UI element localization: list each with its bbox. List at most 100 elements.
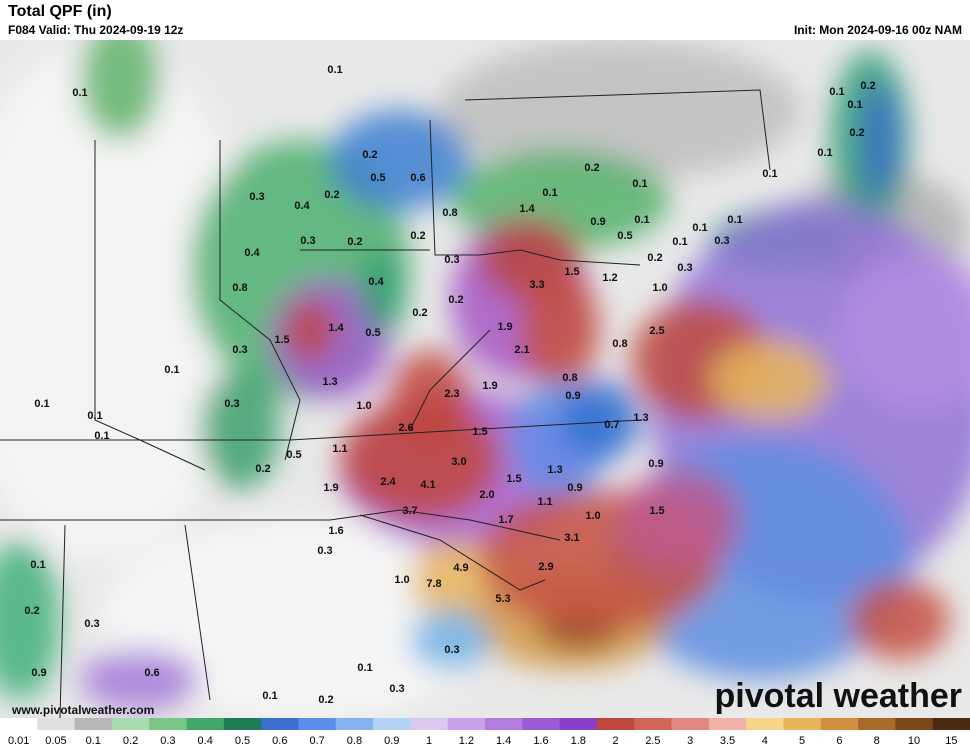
precip-area [860,80,900,200]
precip-label: 0.4 [368,276,384,288]
precip-label: 1.5 [274,334,289,346]
colorbar-swatch [634,718,673,730]
precip-area [0,40,250,560]
precip-label: 3.3 [529,279,544,291]
precip-label: 0.4 [294,200,310,212]
precip-label: 0.1 [164,364,179,376]
url: www.pivotalweather.com [11,703,154,717]
colorbar-swatch [373,718,411,730]
precip-label: 0.3 [317,545,332,557]
precip-label: 1.4 [519,203,535,215]
precip-label: 0.6 [410,172,425,184]
colorbar-swatch [485,718,523,730]
colorbar-label: 4 [762,735,768,747]
colorbar-label: 8 [874,735,880,747]
precip-label: 0.8 [232,282,247,294]
watermark: pivotal weather [714,677,962,715]
colorbar-swatch [783,718,822,730]
precip-label: 0.2 [410,230,425,242]
colorbar-label: 3 [687,735,693,747]
precip-area [840,250,970,410]
precip-label: 0.8 [612,338,627,350]
colorbar-swatch [149,718,188,730]
map-labels: 0.1 0.1 0.2 0.5 0.6 0.3 0.2 0.4 0.3 0.2 0.2 0.8 0.1 0… [24,64,875,706]
precip-label: 1.0 [652,282,667,294]
precip-label: 1.1 [332,443,347,455]
precip-label: 3.1 [564,532,579,544]
colorbar-swatch [559,718,598,730]
precip-label: 0.1 [327,64,342,76]
precip-label: 4.1 [420,479,435,491]
precip-label: 1.3 [322,376,337,388]
precip-label: 0.3 [300,235,315,247]
precip-label: 1.4 [328,322,344,334]
precip-label: 0.5 [370,172,385,184]
precip-label: 1.7 [498,514,513,526]
precip-area [390,350,470,450]
init-time: Init: Mon 2024-09-16 00z NAM [794,23,962,37]
colorbar-swatch [820,718,859,730]
colorbar-swatch [671,718,710,730]
precip-label: 0.2 [860,80,875,92]
precip-label: 3.0 [451,456,466,468]
precip-label: 1.0 [394,574,409,586]
precip-label: 0.7 [604,419,619,431]
precip-label: 0.3 [389,683,404,695]
precip-label: 0.1 [632,178,647,190]
colorbar-label: 0.9 [384,735,399,747]
precip-label: 1.3 [547,464,562,476]
colorbar-label: 5 [799,735,805,747]
colorbar-swatch [447,718,486,730]
valid-time: F084 Valid: Thu 2024-09-19 12z [8,23,183,37]
precip-label: 1.9 [482,380,497,392]
precip-label: 0.1 [542,187,557,199]
colorbar-label: 15 [945,735,957,747]
precip-label: 0.1 [672,236,687,248]
title: Total QPF (in) [8,3,112,20]
precip-area [200,370,280,490]
colorbar-swatch [410,718,449,730]
colorbar-label: 0.8 [347,735,362,747]
precip-label: 2.4 [380,476,396,488]
precip-label: 0.8 [562,372,577,384]
precip-area [520,270,600,390]
precip-label: 0.5 [617,230,632,242]
colorbar-label: 1.8 [571,735,586,747]
precip-label: 0.3 [249,191,264,203]
precip-label: 0.3 [714,235,729,247]
colorbar-swatch [522,718,561,730]
precip-label: 0.2 [412,307,427,319]
colorbar-label: 3.5 [720,735,735,747]
precip-label: 1.5 [649,505,664,517]
colorbar-swatch [261,718,299,730]
precip-area [710,340,830,420]
precip-label: 0.1 [829,86,844,98]
colorbar-label: 1.6 [533,735,548,747]
colorbar-label: 0.5 [235,735,250,747]
colorbar-label: 0.01 [8,735,29,747]
precip-label: 0.2 [24,605,39,617]
precip-label: 0.9 [590,216,605,228]
precip-label: 0.2 [324,189,339,201]
colorbar-label: 1.4 [496,735,511,747]
precip-area [80,40,160,140]
precip-label: 0.3 [232,344,247,356]
precip-label: 0.9 [565,390,580,402]
precip-area [100,520,500,718]
precip-label: 0.1 [72,87,87,99]
colorbar-swatch [335,718,374,730]
precip-label: 0.9 [648,458,663,470]
colorbar-label: 1 [426,735,432,747]
colorbar-label: 0.6 [272,735,287,747]
precip-area [80,650,200,710]
precip-area [620,470,740,570]
precip-label: 2.0 [479,489,494,501]
precip-label: 2.6 [398,422,413,434]
precip-label: 1.6 [328,525,343,537]
precip-field [0,40,970,718]
precip-label: 1.0 [585,510,600,522]
precip-label: 0.2 [318,694,333,706]
precip-label: 4.9 [453,562,468,574]
precip-label: 0.3 [444,644,459,656]
colorbar-swatch [298,718,337,730]
